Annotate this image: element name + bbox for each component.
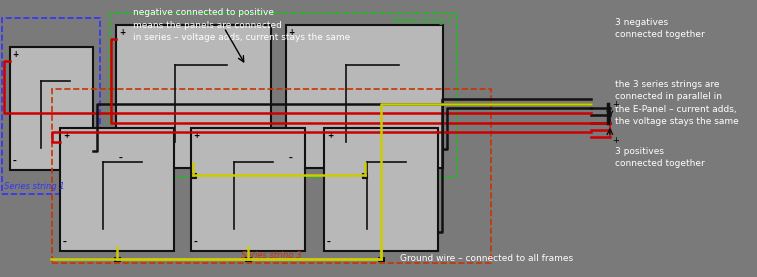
Text: negative connected to positive
means the panels are connected
in series – voltag: negative connected to positive means the… (133, 8, 350, 42)
Text: +: + (63, 131, 69, 140)
Bar (362, 173, 367, 178)
Text: +: + (612, 136, 618, 145)
Text: –: – (119, 154, 123, 163)
Text: +: + (194, 131, 200, 140)
Bar (10, 47, 93, 170)
Bar (324, 127, 438, 252)
Bar (286, 25, 443, 168)
Text: –: – (12, 157, 16, 166)
Text: +: + (288, 29, 295, 37)
Text: +: + (612, 101, 618, 109)
Bar (2, 18, 100, 194)
Text: –: – (288, 154, 292, 163)
Bar (60, 127, 174, 252)
Bar (191, 127, 305, 252)
Text: 3 negatives
connected together: 3 negatives connected together (615, 18, 705, 39)
Bar (117, 25, 271, 168)
Bar (110, 13, 457, 177)
Bar (245, 257, 251, 261)
Text: +: + (119, 29, 126, 37)
Text: Ground wire – connected to all frames: Ground wire – connected to all frames (400, 254, 573, 263)
Text: –: – (194, 238, 198, 247)
Bar (52, 89, 491, 263)
Text: –: – (327, 238, 331, 247)
Bar (114, 257, 120, 261)
Text: –: – (63, 238, 67, 247)
Text: +: + (12, 50, 19, 59)
Bar (191, 173, 196, 178)
Text: Series string 3: Series string 3 (241, 251, 302, 260)
Text: Series string 1: Series string 1 (4, 182, 64, 191)
Text: the 3 series strings are
connected in parallel in
the E-Panel – current adds,
th: the 3 series strings are connected in pa… (615, 80, 738, 126)
Text: +: + (327, 131, 333, 140)
Bar (378, 257, 384, 261)
Text: 3 positives
connected together: 3 positives connected together (615, 147, 705, 168)
Text: Series string 2: Series string 2 (392, 16, 453, 25)
